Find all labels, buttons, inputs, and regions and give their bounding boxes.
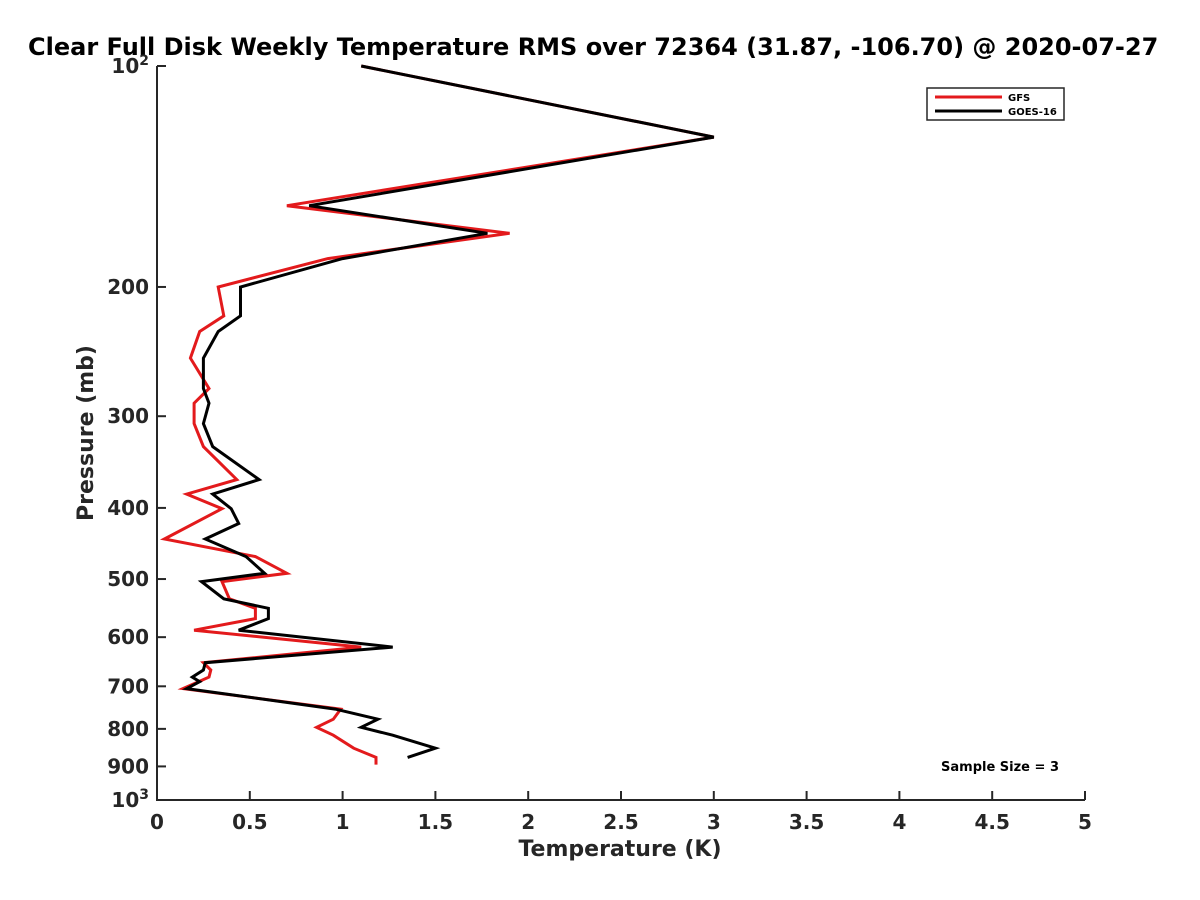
series-line-goes16 <box>181 64 715 759</box>
legend-label-gfs: GFS <box>1008 93 1030 104</box>
legend-label-goes16: GOES-16 <box>1008 107 1057 118</box>
x-tick-label: 4.5 <box>974 810 1009 834</box>
legend-box <box>926 87 1065 121</box>
y-tick-label: 200 <box>107 275 149 299</box>
chart-title: Clear Full Disk Weekly Temperature RMS o… <box>28 33 1158 61</box>
y-tick-label: 600 <box>107 625 149 649</box>
x-tick-label: 0.5 <box>232 810 267 834</box>
x-axis-title: Temperature (K) <box>518 837 721 862</box>
x-tick-label: 4 <box>892 810 906 834</box>
y-tick-label: 700 <box>107 674 149 698</box>
legend: GFS GOES-16 <box>926 87 1065 121</box>
y-tick-label: 102 <box>111 53 149 78</box>
x-tick-label: 3 <box>707 810 721 834</box>
y-tick-label: 900 <box>107 754 149 778</box>
x-tick-label: 2.5 <box>603 810 638 834</box>
y-tick-label: 300 <box>107 404 149 428</box>
series-layer <box>159 64 715 765</box>
x-tick-label: 3.5 <box>789 810 824 834</box>
x-tick-label: 0 <box>150 810 164 834</box>
y-tick-label: 103 <box>111 787 149 812</box>
y-axis-title: Pressure (mb) <box>74 345 99 521</box>
y-tick-label: 500 <box>107 567 149 591</box>
x-tick-label: 1.5 <box>418 810 453 834</box>
x-axis-ticks: 0 0.5 1 1.5 2 2.5 3 3.5 4 4.5 5 <box>150 791 1092 834</box>
sample-size-note: Sample Size = 3 <box>941 760 1059 775</box>
x-tick-label: 5 <box>1078 810 1092 834</box>
x-tick-label: 2 <box>521 810 535 834</box>
y-tick-label: 400 <box>107 496 149 520</box>
x-tick-label: 1 <box>336 810 350 834</box>
y-axis-ticks: 102 200 300 400 500 600 700 800 900 103 <box>107 53 166 812</box>
y-tick-label: 800 <box>107 717 149 741</box>
